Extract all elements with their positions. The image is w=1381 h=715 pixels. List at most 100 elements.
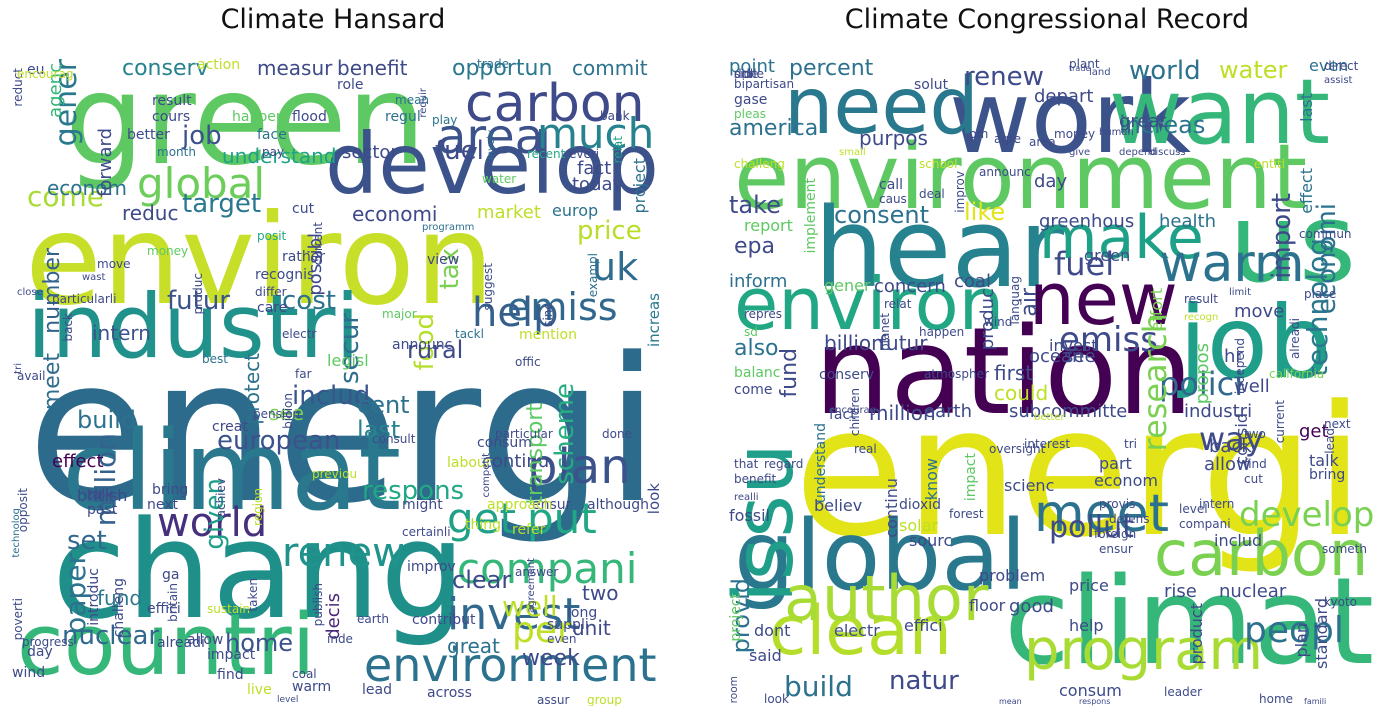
cloud-word: includ: [292, 381, 371, 411]
cloud-word: job: [1179, 284, 1332, 401]
cloud-word: could: [994, 381, 1049, 405]
cloud-word: care: [257, 300, 288, 316]
cloud-word: improv: [407, 559, 456, 575]
cloud-word: requir: [418, 88, 429, 118]
cloud-word: two: [582, 581, 619, 605]
cloud-word: area: [437, 109, 545, 165]
cloud-word: want: [1109, 60, 1331, 165]
cloud-word: find: [1244, 457, 1267, 471]
cloud-word: offic: [515, 355, 541, 369]
cloud-word: level: [277, 695, 299, 705]
hansard-word-cloud: energi environ green chang climat industri dev…: [7, 58, 663, 706]
cloud-word: close: [17, 287, 43, 298]
cloud-word: better: [127, 127, 170, 143]
cloud-word: money: [147, 244, 189, 258]
cloud-word: better: [1034, 412, 1065, 423]
cloud-word: sector: [342, 142, 398, 163]
cloud-word: next: [147, 497, 179, 513]
cloud-word: wind: [984, 315, 1013, 329]
cloud-word: call: [879, 177, 904, 193]
cloud-word: need: [784, 62, 979, 152]
cloud-word: continu: [482, 451, 550, 472]
cloud-word: impact: [963, 453, 979, 502]
cloud-word: energi: [794, 368, 1365, 577]
cloud-word: great: [1119, 111, 1167, 132]
cloud-word: balanc: [734, 365, 781, 381]
cloud-word: happen: [232, 109, 285, 125]
cloud-word: continu: [882, 478, 901, 538]
cloud-word: plan: [1292, 623, 1311, 658]
cloud-word: day: [27, 644, 53, 660]
cloud-word: environ: [734, 262, 1005, 346]
cloud-word: well: [1234, 376, 1270, 397]
cloud-word: benefit: [734, 472, 777, 486]
cloud-word: project: [728, 593, 744, 642]
cloud-word: small: [839, 147, 866, 158]
cloud-word: air: [1017, 288, 1042, 317]
cloud-word: emiss: [507, 285, 618, 329]
cloud-word: cours: [152, 109, 191, 125]
cloud-word: well: [502, 590, 558, 623]
cloud-word: far: [295, 367, 312, 381]
congressional-word-cloud: energi nation climat environment hear us job wo…: [724, 58, 1380, 706]
cloud-word: home: [225, 629, 294, 657]
cloud-word: previou: [312, 467, 358, 481]
cloud-word: publish: [311, 583, 325, 627]
cloud-word: world: [1129, 58, 1201, 86]
cloud-word: last: [357, 416, 401, 444]
cloud-word: current: [1273, 400, 1287, 444]
cloud-word: room: [728, 676, 740, 704]
cloud-word: contribut: [412, 612, 476, 628]
cloud-word: billion: [281, 393, 295, 429]
cloud-word: trade: [1069, 64, 1091, 73]
right-cloud-title: Climate Congressional Record: [844, 4, 1250, 35]
cloud-word: industri: [1184, 401, 1253, 422]
cloud-word: result: [152, 93, 192, 109]
cloud-word: forward: [95, 128, 116, 198]
cloud-word: regard: [764, 457, 804, 471]
cloud-word: clean: [769, 592, 952, 671]
cloud-word: next: [1324, 417, 1351, 431]
cloud-word: move: [1234, 301, 1285, 322]
cloud-word: live: [247, 682, 272, 698]
cloud-word: put: [527, 494, 597, 543]
cloud-word: much: [537, 109, 655, 158]
cloud-word: see: [269, 401, 305, 425]
cloud-word: back: [1209, 436, 1252, 457]
cloud-word: global: [137, 159, 266, 208]
cloud-word: talk: [1309, 451, 1339, 470]
cloud-word: assist: [1324, 75, 1353, 86]
cloud-word: chang: [52, 492, 466, 649]
cloud-word: help: [1069, 616, 1104, 635]
cloud-word: natur: [889, 666, 959, 696]
cloud-word: tri: [1124, 437, 1137, 451]
cloud-word: cut: [292, 201, 315, 217]
cloud-word: repres: [744, 307, 782, 321]
cloud-word: purpos: [859, 126, 928, 150]
cloud-word: children: [848, 388, 862, 437]
cloud-word: benefit: [337, 58, 408, 80]
cloud-word: recognis: [255, 267, 315, 283]
cloud-word: interest: [1024, 437, 1071, 451]
cloud-word: look: [764, 692, 789, 706]
cloud-word: economi: [352, 202, 438, 226]
cloud-word: opportun: [452, 58, 553, 81]
cloud-word: nuclear: [1219, 581, 1287, 602]
cloud-word: climat: [62, 407, 402, 535]
cloud-word: fossil: [729, 506, 770, 525]
cloud-word: nation: [814, 303, 1194, 442]
cloud-word: compani: [457, 544, 638, 593]
cloud-word: intern: [1199, 497, 1235, 511]
cloud-word: fact: [829, 407, 856, 423]
cloud-word: someth: [1322, 542, 1367, 556]
cloud-word: renew: [964, 62, 1044, 92]
cloud-word: renew: [282, 530, 405, 576]
cloud-word: global: [734, 500, 1027, 612]
cloud-word: tri: [13, 363, 24, 374]
cloud-word: conserv: [122, 58, 209, 81]
cloud-word: agre: [994, 132, 1022, 146]
cloud-word: us: [1229, 179, 1357, 307]
cloud-word: said: [749, 646, 782, 665]
cloud-word: new: [1029, 257, 1178, 341]
cloud-word: certainli: [402, 525, 451, 539]
